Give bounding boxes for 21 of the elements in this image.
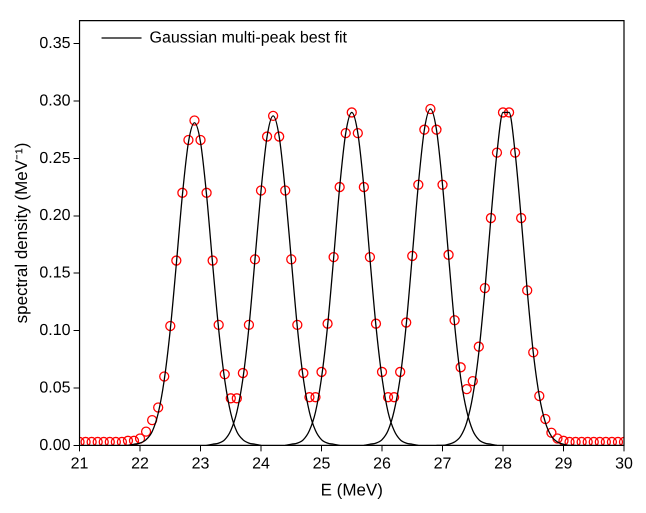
y-tick-label: 0.00: [39, 436, 71, 454]
x-tick-label: 30: [615, 455, 633, 472]
y-tick-label: 0.25: [39, 150, 71, 167]
y-axis-title: spectral density (MeV⁻¹): [12, 142, 31, 324]
x-tick-label: 27: [434, 455, 452, 472]
y-tick-label: 0.10: [39, 322, 71, 339]
x-tick-label: 22: [131, 455, 150, 472]
x-tick-label: 21: [70, 455, 89, 472]
y-tick-label: 0.15: [39, 264, 71, 282]
x-tick-label: 25: [312, 455, 331, 472]
y-tick-label: 0.20: [39, 207, 71, 224]
y-tick-label: 0.35: [39, 34, 71, 52]
y-tick-label: 0.30: [39, 92, 71, 110]
x-tick-label: 28: [494, 455, 512, 472]
x-tick-label: 26: [373, 455, 392, 472]
legend-label: Gaussian multi-peak best fit: [150, 29, 348, 46]
x-tick-label: 24: [252, 455, 270, 472]
y-tick-label: 0.05: [39, 379, 71, 396]
x-axis-title: E (MeV): [320, 480, 383, 500]
x-tick-label: 29: [554, 455, 573, 472]
x-tick-label: 23: [192, 455, 210, 472]
